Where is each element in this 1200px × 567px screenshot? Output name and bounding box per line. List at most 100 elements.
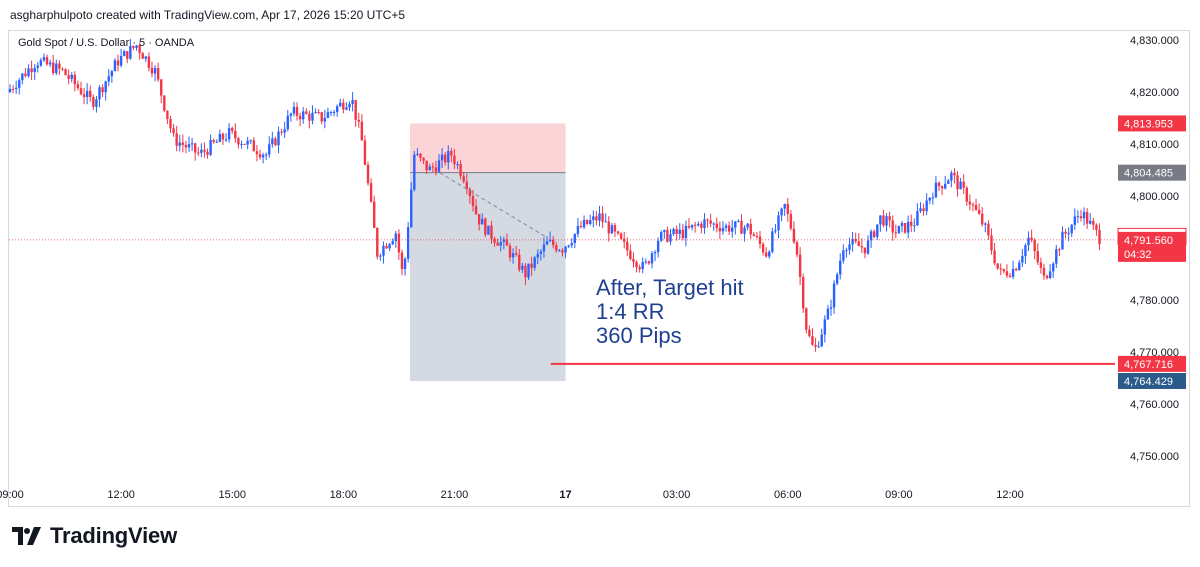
candle-body (910, 221, 913, 226)
candle-body (706, 219, 709, 221)
candle-body (1052, 263, 1055, 272)
candle-body (530, 263, 533, 268)
candle-body (126, 51, 129, 59)
candle-body (632, 259, 635, 262)
candle-body (268, 144, 271, 155)
candle-body (1005, 271, 1009, 276)
candle-body (166, 110, 169, 119)
candle-body (416, 153, 419, 155)
candle-body (493, 238, 496, 243)
candle-body (277, 131, 280, 146)
price-label-box (1118, 115, 1186, 132)
candle-body (240, 143, 243, 145)
candle-body (925, 200, 928, 212)
price-labels-layer: 4,813.9534,804.4854,792.2304,791.56004:3… (1117, 115, 1187, 389)
candle-body (592, 216, 595, 221)
candle-body (511, 253, 515, 258)
candle-body (21, 73, 24, 81)
candle-body (89, 90, 92, 98)
candle-body (1048, 271, 1052, 278)
candle-body (428, 166, 431, 171)
tradingview-logo[interactable]: TradingView (12, 523, 177, 549)
take-profit-zone[interactable] (410, 172, 566, 381)
candle-body (774, 230, 777, 232)
candle-body (928, 197, 931, 201)
price-label-text: 4,764.429 (1124, 376, 1173, 388)
candle-body (212, 139, 215, 143)
candle-body (249, 140, 252, 142)
candle-body (490, 225, 493, 239)
candle-body (14, 87, 18, 89)
candle-body (1082, 211, 1086, 219)
candle-body (996, 263, 999, 269)
candle-body (712, 223, 715, 225)
candle-body (45, 57, 49, 65)
candle-body (721, 227, 725, 232)
candle-body (598, 213, 601, 221)
candle-body (808, 329, 811, 337)
x-tick-label: 21:00 (441, 489, 469, 501)
x-tick-label: 17 (559, 489, 571, 501)
candle-body (752, 234, 756, 237)
price-label-text: 4,813.953 (1124, 118, 1173, 130)
candle-body (882, 215, 885, 226)
candle-body (326, 112, 330, 118)
candle-body (85, 90, 89, 98)
candle-body (527, 263, 530, 278)
candle-body (715, 223, 718, 228)
countdown-label-text: 04:32 (1124, 249, 1152, 261)
candle-body (931, 197, 935, 199)
candle-body (940, 186, 944, 189)
candle-body (607, 221, 610, 234)
candle-body (542, 244, 546, 252)
candle-body (224, 139, 228, 141)
candle-body (187, 144, 191, 148)
candle-body (1070, 224, 1073, 234)
candle-body (366, 164, 370, 184)
candle-body (660, 232, 663, 241)
x-tick-label: 12:00 (996, 489, 1024, 501)
y-tick-label: 4,820.000 (1130, 87, 1179, 99)
candle-body (937, 182, 941, 187)
candle-body (406, 227, 410, 259)
candle-body (456, 164, 459, 166)
candle-body (8, 88, 12, 92)
candle-body (227, 128, 231, 140)
candle-body (737, 220, 740, 222)
candle-body (1076, 216, 1080, 218)
candle-body (39, 60, 43, 66)
candle-body (24, 73, 27, 77)
candle-body (110, 71, 114, 77)
candle-body (348, 104, 351, 108)
candle-body (92, 97, 95, 107)
candle-body (1089, 220, 1092, 224)
candle-body (1092, 220, 1095, 225)
candle-body (52, 62, 55, 74)
candle-body (953, 172, 956, 176)
candle-body (644, 261, 648, 263)
candle-body (1085, 211, 1089, 224)
candle-body (879, 215, 882, 225)
candle-body (1055, 249, 1058, 264)
candle-body (116, 60, 120, 66)
candle-body (1024, 245, 1027, 257)
price-label-text: 4,791.560 (1124, 235, 1173, 247)
candle-body (848, 244, 851, 250)
candle-body (320, 112, 323, 122)
price-label-box (1118, 164, 1186, 181)
candle-body (443, 154, 447, 163)
candle-body (36, 65, 39, 68)
candle-body (876, 224, 879, 237)
candle-body (113, 60, 117, 72)
candle-body (1045, 275, 1049, 278)
candle-body (465, 181, 468, 190)
candle-body (570, 243, 573, 246)
candle-body (107, 76, 110, 82)
candle-body (172, 128, 175, 134)
candle-body (193, 143, 197, 153)
candle-body (178, 142, 181, 146)
candle-body (629, 250, 632, 260)
overlays-layer (9, 172, 1115, 365)
